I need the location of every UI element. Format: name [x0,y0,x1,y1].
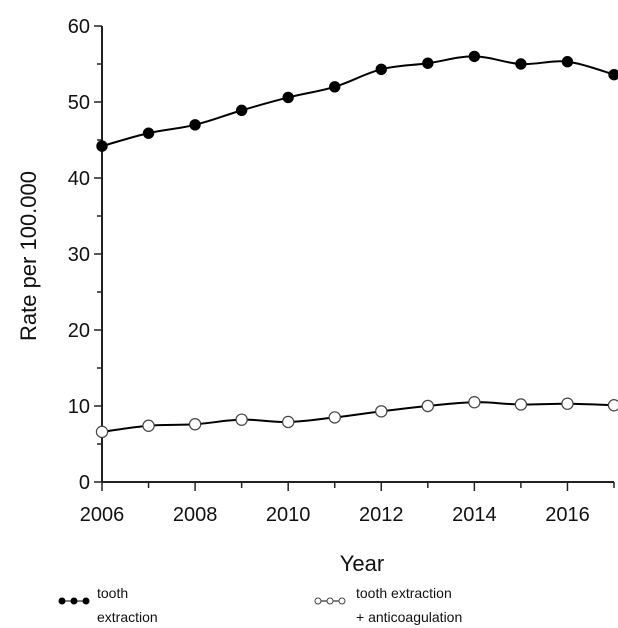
data-point [607,399,618,412]
data-point [95,425,109,439]
data-point [421,399,435,413]
y-tick-label: 40 [68,168,90,190]
data-point [281,415,295,429]
data-point [142,127,155,139]
legend-item-2: tooth extraction + anticoagulation [314,585,462,625]
series-line [101,55,615,148]
x-tick-label: 2008 [173,504,218,526]
legend-item-1: tooth extraction [58,585,158,625]
data-point [468,396,481,409]
x-tick-label: 2010 [266,504,311,526]
x-tick-label: 2006 [80,504,125,526]
series-1 [96,50,618,152]
data-point [514,398,528,411]
data-point [422,57,434,69]
y-tick-label: 60 [68,16,90,38]
data-point [329,81,341,93]
data-point [375,63,387,76]
x-tick-label: 2014 [452,504,497,526]
y-tick-label: 0 [79,472,90,494]
legend-marker [70,597,78,605]
legend-marker [82,597,90,605]
legend-marker [58,597,66,605]
x-tick-label: 2012 [359,504,404,526]
data-point [189,119,201,131]
series-2 [95,396,618,439]
data-point [375,405,388,418]
y-tick-label: 10 [68,396,90,418]
y-tick-label: 50 [68,92,90,114]
data-point [96,140,108,152]
y-tick-label: 20 [68,320,90,342]
x-axis-title: Year [340,551,384,576]
data-point [142,419,155,432]
legend-marker [326,597,334,605]
data-point [515,58,527,70]
series-line [101,401,615,433]
legend-label: tooth extraction [356,585,452,601]
data-point [561,397,574,410]
legend-label: extraction [97,609,158,625]
legend-label: tooth [97,585,128,601]
data-point [282,91,294,104]
chart-ticks: 0 10 20 30 40 50 60 2006 2008 2010 2012 2014 2016 [68,16,615,526]
data-point [608,68,618,81]
data-point [188,418,202,431]
legend-marker [338,597,346,605]
data-point [328,411,341,424]
data-point [235,104,248,117]
data-point [561,56,574,68]
y-axis-title: Rate per 100.000 [16,171,41,341]
y-tick-label: 30 [68,244,90,266]
data-point [235,413,248,426]
chart-series [95,50,618,439]
legend-marker [314,597,322,605]
x-tick-label: 2016 [545,504,590,526]
data-point [468,50,481,63]
legend-label: + anticoagulation [356,609,462,625]
